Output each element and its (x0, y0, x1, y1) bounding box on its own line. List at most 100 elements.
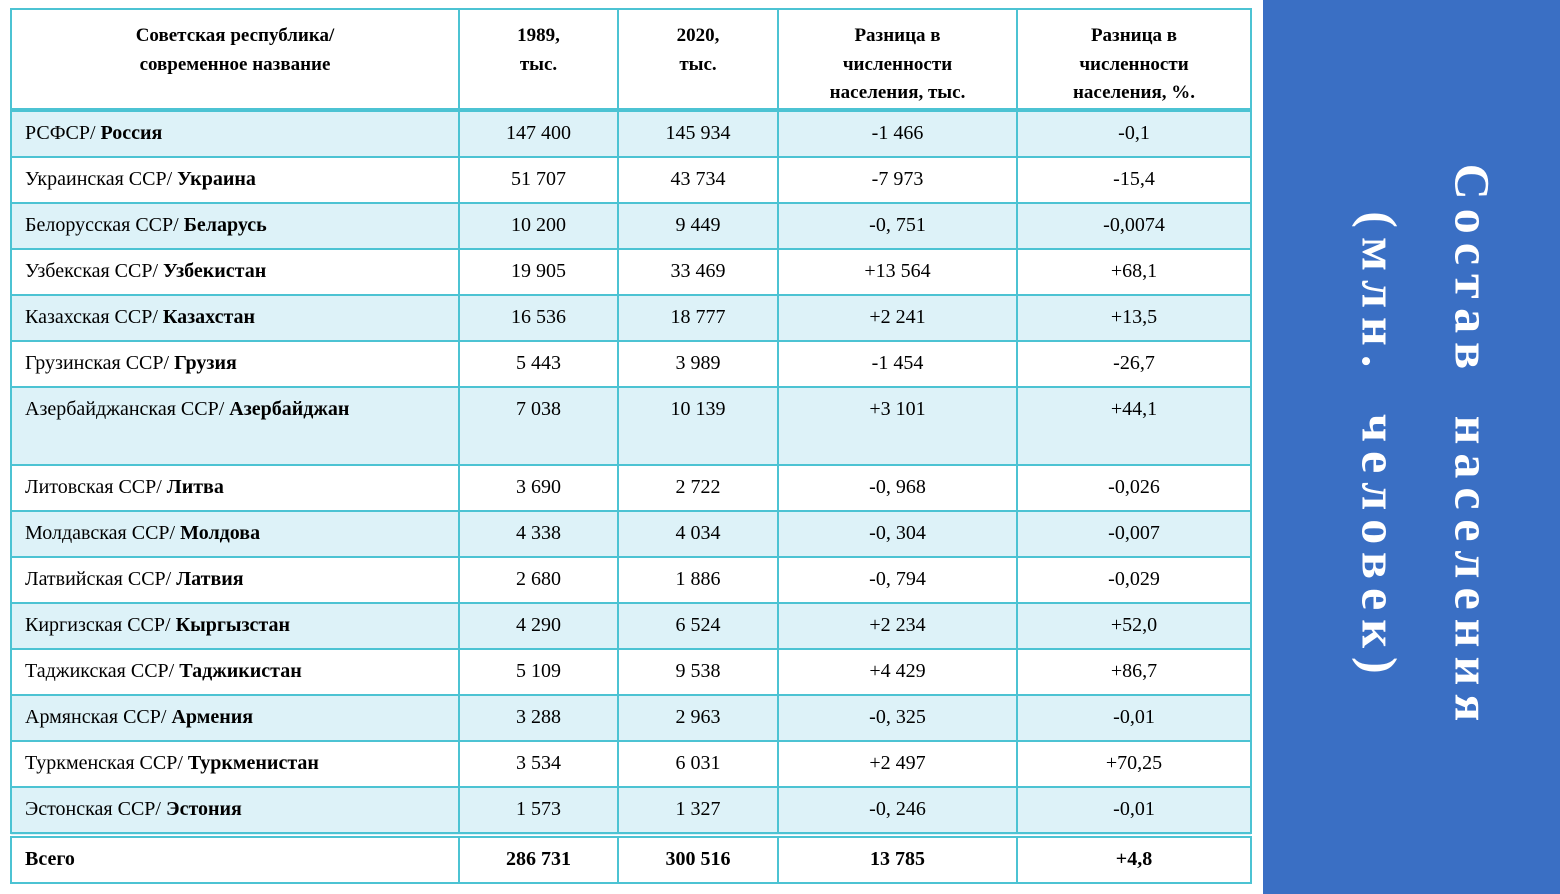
republic-soviet-name: Грузинская ССР/ (25, 352, 175, 374)
republic-name: Киргизская ССР/ Кыргызстан (10, 601, 460, 650)
republic-name: Казахская ССР/ Казахстан (10, 293, 460, 342)
diff-thousands: -1 466 (777, 108, 1018, 158)
republic-modern-name: Литва (166, 476, 224, 498)
table-row: Армянская ССР/ Армения 3 288 2 963 -0, 325-… (10, 693, 1252, 742)
diff-thousands: +13 564 (777, 247, 1018, 296)
pop-2020: 145 934 (617, 108, 779, 158)
pop-2020: 43 734 (617, 155, 779, 204)
republic-modern-name: Латвия (176, 568, 244, 590)
table-body: РСФСР/ Россия 147 400 145 934 -1 466 -0,1 Укр… (10, 108, 1252, 884)
republic-modern-name: Туркменистан (187, 752, 319, 774)
pop-2020: 1 327 (617, 785, 779, 836)
diff-percent: +13,5 (1016, 293, 1252, 342)
republic-modern-name: Грузия (174, 352, 237, 374)
diff-percent: +52,0 (1016, 601, 1252, 650)
header-diff-thousands: Разница в численности населения, тыс. (777, 8, 1018, 112)
republic-soviet-name: Армянская ССР/ (25, 706, 172, 728)
republic-name: Туркменская ССР/ Туркменистан (10, 739, 460, 788)
diff-thousands: 13 785 (777, 831, 1018, 884)
pop-1989: 19 905 (458, 247, 619, 296)
table-row: Эстонская ССР/ Эстония 1 573 1 327 -0, 246-… (10, 785, 1252, 836)
diff-thousands: +2 497 (777, 739, 1018, 788)
table-row: Литовская ССР/ Литва 3 690 2 722 -0, 968 -0,… (10, 463, 1252, 512)
republic-modern-name: Таджикистан (179, 660, 302, 682)
pop-2020: 300 516 (617, 831, 779, 884)
republic-soviet-name: Латвийская ССР/ (25, 568, 177, 590)
pop-2020: 9 449 (617, 201, 779, 250)
pop-2020: 9 538 (617, 647, 779, 696)
pop-1989: 10 200 (458, 201, 619, 250)
republic-soviet-name: РСФСР/ (25, 122, 101, 144)
banner-title: Состав населения (млн. человек) (1333, 164, 1518, 731)
pop-1989: 3 288 (458, 693, 619, 742)
diff-percent: -15,4 (1016, 155, 1252, 204)
republic-name: Латвийская ССР/ Латвия (10, 555, 460, 604)
republic-name: Армянская ССР/ Армения (10, 693, 460, 742)
diff-percent: -0,007 (1016, 509, 1252, 558)
header-2020: 2020, тыс. (617, 8, 779, 112)
pop-2020: 4 034 (617, 509, 779, 558)
republic-modern-name: Армения (171, 706, 254, 728)
diff-thousands: +2 241 (777, 293, 1018, 342)
republic-name: Узбекская ССР/ Узбекистан (10, 247, 460, 296)
republic-name: Молдавская ССР/ Молдова (10, 509, 460, 558)
republic-modern-name: Азербайджан (229, 397, 350, 420)
republic-soviet-name: Азербайджанская ССР/ (25, 397, 230, 420)
diff-thousands: +3 101 (777, 385, 1018, 466)
diff-percent: -0,01 (1016, 785, 1252, 836)
republic-modern-name: Украина (177, 168, 256, 190)
diff-percent: -26,7 (1016, 339, 1252, 388)
table-row: Латвийская ССР/ Латвия 2 680 1 886 -0, 794-… (10, 555, 1252, 604)
republic-name: Эстонская ССР/ Эстония (10, 785, 460, 836)
pop-2020: 3 989 (617, 339, 779, 388)
header-1989: 1989, тыс. (458, 8, 619, 112)
pop-1989: 51 707 (458, 155, 619, 204)
banner-title-line-2: (млн. человек) (1351, 211, 1408, 683)
table-row: Азербайджанская ССР/ Азербайджан 7 038 10 … (10, 385, 1252, 466)
header-row: Советская республика/ современное назван… (10, 8, 1252, 112)
diff-percent: -0,01 (1016, 693, 1252, 742)
diff-percent: -0,026 (1016, 463, 1252, 512)
table-row: Киргизская ССР/ Кыргызстан 4 290 6 524 +2 2… (10, 601, 1252, 650)
republic-soviet-name: Молдавская ССР/ (25, 522, 181, 544)
republic-name: Азербайджанская ССР/ Азербайджан (10, 385, 460, 466)
republic-name: Грузинская ССР/ Грузия (10, 339, 460, 388)
total-row: Всего 286 731 300 516 13 785 +4,8 (10, 831, 1252, 884)
republic-name: РСФСР/ Россия (10, 108, 460, 158)
republic-modern-name: Кыргызстан (175, 614, 291, 636)
diff-percent: +4,8 (1016, 831, 1252, 884)
table-row: Украинская ССР/ Украина 51 707 43 734 -7 97… (10, 155, 1252, 204)
diff-percent: -0,1 (1016, 108, 1252, 158)
republic-modern-name: Казахстан (162, 306, 256, 328)
diff-thousands: -0, 968 (777, 463, 1018, 512)
population-table: Советская республика/ современное назван… (10, 8, 1252, 884)
diff-thousands: +4 429 (777, 647, 1018, 696)
table-row: Туркменская ССР/ Туркменистан 3 534 6 031 +… (10, 739, 1252, 788)
pop-1989: 286 731 (458, 831, 619, 884)
pop-1989: 147 400 (458, 108, 619, 158)
republic-soviet-name: Белорусская ССР/ (25, 214, 184, 236)
diff-percent: -0,029 (1016, 555, 1252, 604)
table-row: Таджикская ССР/ Таджикистан 5 109 9 538 +4 … (10, 647, 1252, 696)
pop-1989: 1 573 (458, 785, 619, 836)
table-row: Узбекская ССР/ Узбекистан 19 905 33 469 +13… (10, 247, 1252, 296)
republic-soviet-name: Литовская ССР/ (25, 476, 167, 498)
republic-modern-name: Узбекистан (163, 260, 267, 282)
republic-name: Литовская ССР/ Литва (10, 463, 460, 512)
republic-soviet-name: Киргизская ССР/ (25, 614, 176, 636)
republic-soviet-name: Таджикская ССР/ (25, 660, 180, 682)
republic-soviet-name: Украинская ССР/ (25, 168, 178, 190)
pop-2020: 1 886 (617, 555, 779, 604)
diff-percent: -0,0074 (1016, 201, 1252, 250)
table-row: Молдавская ССР/ Молдова 4 338 4 034 -0, 304… (10, 509, 1252, 558)
republic-modern-name: Эстония (166, 798, 242, 820)
republic-name: Украинская ССР/ Украина (10, 155, 460, 204)
pop-1989: 4 338 (458, 509, 619, 558)
republic-soviet-name: Туркменская ССР/ (25, 752, 188, 774)
diff-thousands: -1 454 (777, 339, 1018, 388)
diff-thousands: -7 973 (777, 155, 1018, 204)
table-row: Грузинская ССР/ Грузия 5 443 3 989 -1 454 -2… (10, 339, 1252, 388)
diff-percent: +68,1 (1016, 247, 1252, 296)
pop-2020: 33 469 (617, 247, 779, 296)
pop-1989: 2 680 (458, 555, 619, 604)
